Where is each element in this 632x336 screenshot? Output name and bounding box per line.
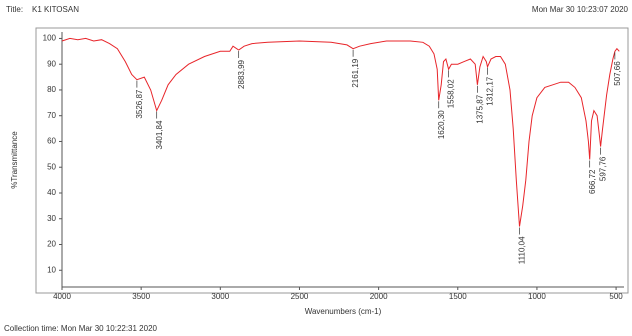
y-tick-label: 80: [47, 85, 56, 94]
peak-label: 507,66: [613, 61, 622, 86]
y-axis-label: %Transmittance: [10, 131, 19, 189]
header-label: Title:: [6, 5, 23, 14]
peak-label: 1558,02: [447, 79, 456, 108]
x-tick-label: 500: [609, 292, 623, 301]
frame: [35, 27, 629, 294]
peak-label: 1110,04: [518, 236, 527, 264]
peak-label: 1375,87: [476, 94, 485, 123]
x-tick-label: 4000: [53, 292, 71, 301]
peak-label: 1312,17: [486, 76, 495, 105]
spectrum-line: [61, 37, 620, 227]
y-tick-label: 70: [47, 111, 56, 120]
peak-label: 666,72: [588, 169, 597, 194]
peak-label: 1620,30: [437, 110, 446, 139]
x-tick-label: 1500: [449, 292, 467, 301]
chart-title: K1 KITOSAN: [32, 5, 79, 14]
y-tick-label: 30: [47, 214, 56, 223]
peak-label: 3401,84: [155, 120, 164, 149]
x-tick-label: 1000: [528, 292, 546, 301]
peak-label: 2883,99: [237, 59, 246, 88]
x-tick-label: 2500: [291, 292, 309, 301]
y-tick-label: 20: [47, 240, 56, 249]
y-tick-label: 40: [47, 188, 56, 197]
peak-label: 2161,19: [351, 58, 360, 87]
y-tick-label: 90: [47, 59, 56, 68]
y-tick-label: 100: [43, 34, 57, 43]
timestamp: Mon Mar 30 10:23:07 2020: [532, 5, 629, 14]
y-tick-label: 50: [47, 162, 56, 171]
peak-label: 3526,87: [135, 89, 144, 118]
x-axis-label: Wavenumbers (cm-1): [305, 307, 382, 316]
x-tick-label: 2000: [370, 292, 388, 301]
y-tick-label: 10: [47, 265, 56, 274]
peak-label: 597,76: [599, 156, 608, 181]
footer: Collection time: Mon Mar 30 10:22:31 202…: [4, 324, 158, 333]
x-tick-label: 3000: [211, 292, 229, 301]
y-tick-label: 60: [47, 137, 56, 146]
x-tick-label: 3500: [132, 292, 150, 301]
